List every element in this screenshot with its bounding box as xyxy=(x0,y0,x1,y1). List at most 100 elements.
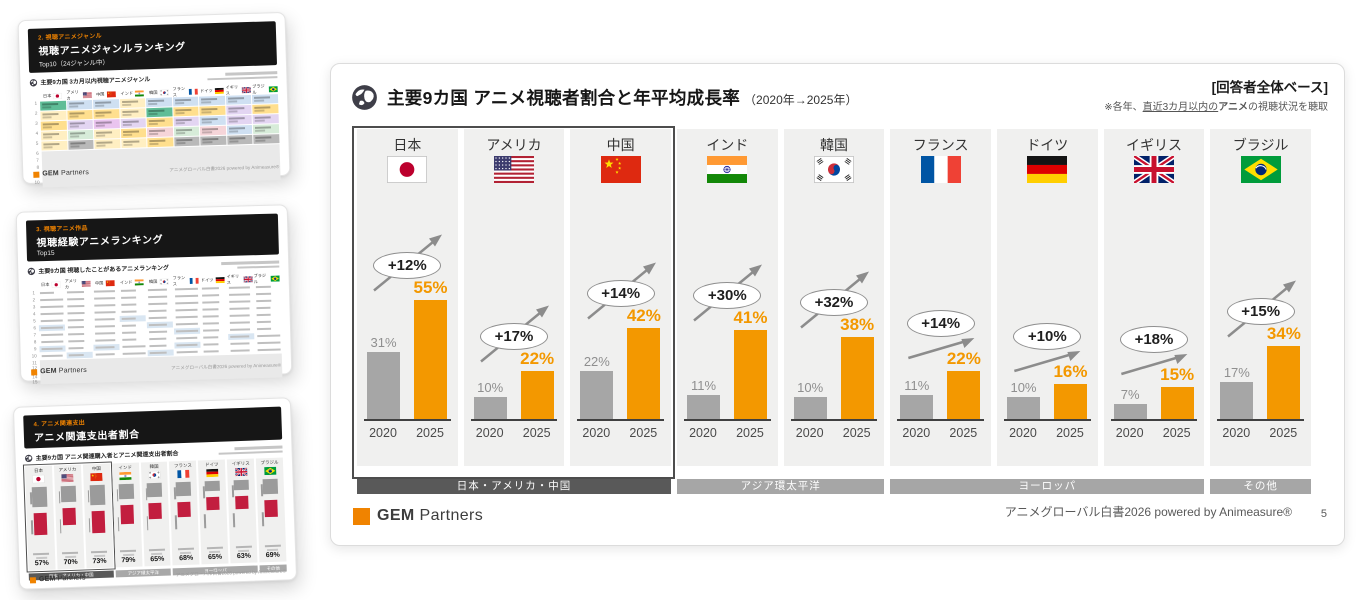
x-tick-2020: 2020 xyxy=(475,426,504,440)
growth-rate-badge: +18% xyxy=(1119,326,1188,353)
in-flag-icon xyxy=(677,156,778,183)
country-column: イギリス 7% 15% 2020 2025 +18% xyxy=(1103,129,1205,466)
cell-text-placeholder xyxy=(149,330,167,334)
cell-text-placeholder xyxy=(228,286,250,289)
caption-placeholder xyxy=(267,548,279,551)
cell-text-placeholder xyxy=(203,343,219,346)
spend-country-column: フランス 68% xyxy=(169,460,200,566)
x-tick-2025: 2025 xyxy=(842,426,871,440)
cell-text-placeholder xyxy=(257,341,281,345)
cell-text-placeholder xyxy=(149,337,167,341)
spend-rate-box xyxy=(119,504,134,525)
spend-rate-box xyxy=(148,502,163,520)
country-label: 中国 xyxy=(606,137,635,153)
cell-text-placeholder xyxy=(94,311,116,314)
title-cell xyxy=(200,292,226,299)
caption-placeholder xyxy=(122,553,134,556)
title-cell xyxy=(38,290,64,297)
title-cell xyxy=(92,295,118,302)
bar-2025 xyxy=(947,371,981,419)
in-flag-icon xyxy=(134,278,144,286)
growth-annotation: +14% xyxy=(906,310,975,360)
title-cell xyxy=(119,301,145,308)
title-cell xyxy=(201,327,227,334)
genre-cell xyxy=(226,124,253,135)
gem-partners-logo: GEM Partners xyxy=(353,507,483,525)
title-cell xyxy=(119,315,146,322)
brand-logo: GEM Partners xyxy=(42,169,90,178)
jp-flag-icon xyxy=(357,156,458,183)
x-axis-line xyxy=(364,419,451,421)
bar-2025 xyxy=(1053,384,1087,419)
spend-percent-label: 68% xyxy=(179,554,194,563)
title-cell xyxy=(201,334,227,341)
x-tick-2025: 2025 xyxy=(1162,426,1191,440)
vertical-label-placeholder xyxy=(175,515,178,530)
genre-cell xyxy=(93,109,120,119)
cell-text-placeholder xyxy=(175,294,198,298)
title-cell xyxy=(120,322,146,329)
title-cell xyxy=(38,311,64,318)
x-tick-2020: 2020 xyxy=(1009,426,1037,440)
cell-text-placeholder xyxy=(68,332,85,336)
spend-rate-box xyxy=(91,510,106,534)
in-flag-icon xyxy=(119,471,132,481)
title-cell xyxy=(173,286,199,293)
bar-2020-value: 10% xyxy=(477,380,504,395)
country-label: インド xyxy=(706,137,749,153)
slide-thumbnail-title-ranking[interactable]: 3. 視聴アニメ作品 視聴経験アニメランキング Top15 主要9カ国 視聴した… xyxy=(15,204,293,385)
country-column: ドイツ 10% 16% 2020 2025 +10% xyxy=(996,129,1098,466)
purchase-rate-box xyxy=(233,479,250,491)
cn-flag-icon xyxy=(570,156,671,183)
spend-percent-label: 70% xyxy=(63,558,78,567)
country-name-label: 日本 xyxy=(42,93,52,99)
brand-logo: GEM Partners xyxy=(38,574,86,584)
caption-placeholder xyxy=(235,545,252,549)
country-name-label: 韓国 xyxy=(149,89,158,96)
cell-text-placeholder xyxy=(201,287,220,290)
cell-text-placeholder xyxy=(257,334,281,338)
x-tick-2025: 2025 xyxy=(1269,426,1298,440)
thumb2-header: 3. 視聴アニメ作品 視聴経験アニメランキング Top15 xyxy=(25,213,279,262)
genre-cell xyxy=(226,104,252,115)
slide-thumbnail-spending-share[interactable]: 4. アニメ関連支出 アニメ関連支出者割合 主要9カ国 アニメ関連購入者とアニメ… xyxy=(12,397,298,590)
caption-placeholder xyxy=(238,549,250,552)
cell-text-placeholder xyxy=(122,338,136,341)
bar-2025-value: 16% xyxy=(1053,362,1088,381)
cell-text-placeholder xyxy=(202,315,219,318)
brand-logo: GEM Partners xyxy=(40,366,87,376)
title-cell xyxy=(65,310,91,317)
slide-thumbnail-genre-ranking[interactable]: 2. 視聴アニメジャンル 視聴アニメジャンルランキング Top10（24ジャンル… xyxy=(17,11,291,188)
thumb1-caption-row: 主要9カ国 3カ月以内視聴アニメジャンル xyxy=(29,70,278,87)
country-header: ブラジル xyxy=(253,272,280,285)
cell-text-placeholder xyxy=(149,344,167,348)
cell-text-placeholder xyxy=(40,298,64,302)
page-number: 5 xyxy=(1320,508,1327,520)
title-cell xyxy=(38,297,64,304)
title-cell xyxy=(254,283,280,290)
cell-text-placeholder xyxy=(175,322,198,326)
cell-text-placeholder xyxy=(94,325,115,328)
cell-text-placeholder xyxy=(121,310,137,313)
title-cell xyxy=(228,340,254,347)
t2-grid xyxy=(38,283,282,359)
title-cell xyxy=(65,289,91,296)
thumb3-header: 4. アニメ関連支出 アニメ関連支出者割合 xyxy=(23,406,283,449)
title-cell xyxy=(254,304,280,311)
growth-annotation: +12% xyxy=(373,234,443,291)
caption-placeholder xyxy=(93,554,105,557)
cell-text-placeholder xyxy=(203,329,219,332)
x-axis-line xyxy=(577,419,664,421)
cell-text-placeholder xyxy=(121,317,137,320)
t3-columns: 日本 57% アメリカ 70% 中国 73% インド 79% 韓国 65% フランス 68% ドイツ 65… xyxy=(22,457,287,573)
genre-cell xyxy=(253,114,279,124)
cell-text-placeholder xyxy=(175,301,198,305)
title-cell xyxy=(173,327,201,335)
cell-text-placeholder xyxy=(230,335,250,338)
caption-placeholder xyxy=(91,550,108,554)
respondent-base-note: [回答者全体ベース] ※各年、直近3カ月以内のアニメの視聴状況を聴取 xyxy=(1104,76,1328,113)
bar-2025 xyxy=(733,330,767,419)
genre-cell xyxy=(174,136,200,147)
title-cell xyxy=(92,288,118,295)
x-tick-2020: 2020 xyxy=(1115,426,1144,440)
